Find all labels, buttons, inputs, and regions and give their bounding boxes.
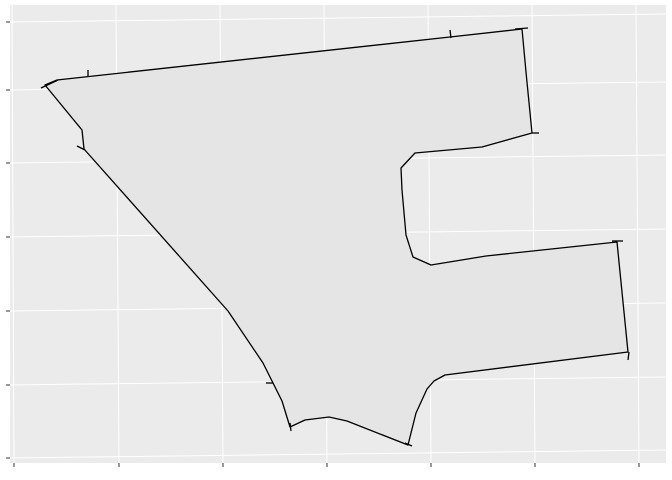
axis-ticks bbox=[6, 21, 640, 467]
boundary-tick bbox=[404, 442, 413, 447]
boundary-tick bbox=[289, 422, 292, 432]
boundary-tick bbox=[76, 145, 86, 151]
boundary-tick bbox=[627, 351, 630, 361]
grid-line bbox=[9, 13, 667, 23]
boundary-tick bbox=[449, 29, 452, 39]
grid-line bbox=[531, 4, 536, 464]
boundary-tick bbox=[514, 27, 529, 30]
boundary-tick bbox=[40, 79, 59, 89]
boundary-ticks bbox=[40, 27, 630, 447]
grid-line bbox=[11, 4, 15, 464]
grid-line bbox=[635, 4, 640, 464]
region-polygon bbox=[44, 28, 629, 446]
